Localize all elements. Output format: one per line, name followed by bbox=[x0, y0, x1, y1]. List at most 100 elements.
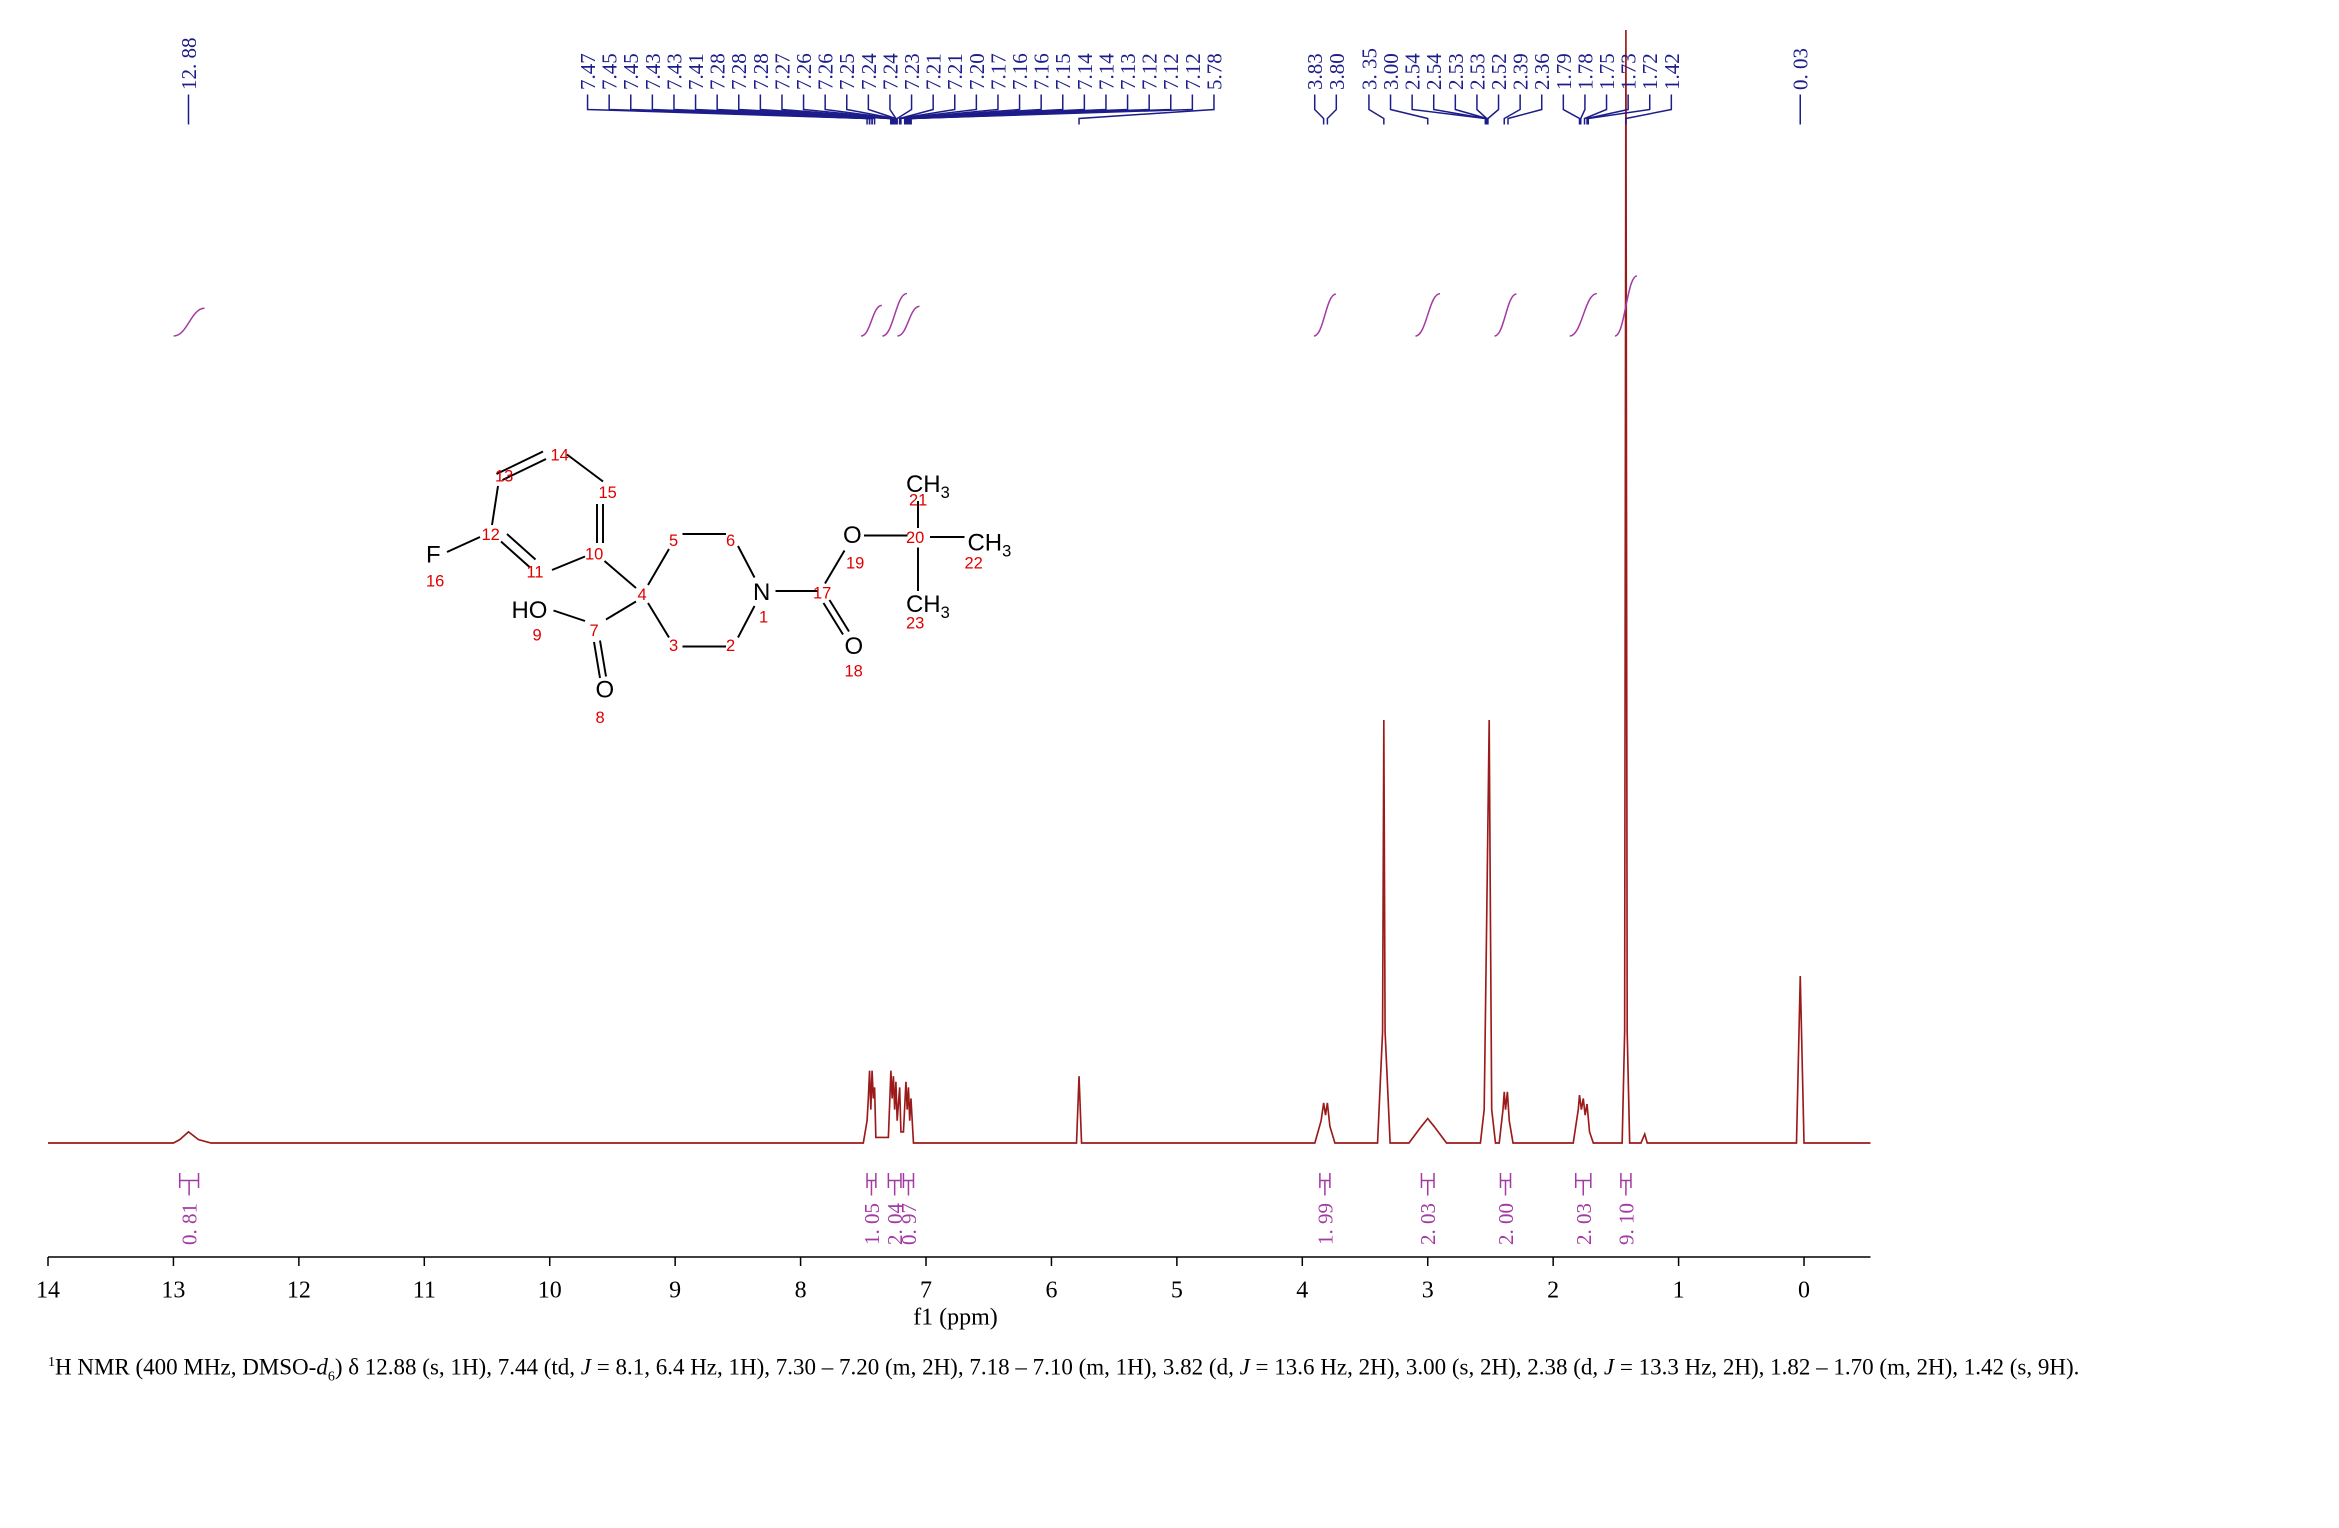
peak-leader bbox=[759, 94, 892, 125]
description-part: J bbox=[1603, 1354, 1615, 1380]
atom-number: 8 bbox=[596, 709, 605, 727]
description-part: J bbox=[580, 1354, 591, 1380]
peak-leader bbox=[1326, 94, 1338, 125]
integral-label: 2. 03 bbox=[1416, 1203, 1440, 1245]
peak-leader bbox=[1368, 94, 1385, 125]
atom: O bbox=[596, 676, 615, 703]
peak-label: 7.13 bbox=[1116, 53, 1140, 90]
atom-number: 17 bbox=[813, 584, 831, 602]
atom-number: 5 bbox=[669, 532, 678, 550]
peak-label: 7.45 bbox=[598, 53, 622, 90]
peak-leader bbox=[1507, 94, 1543, 125]
integral-bracket bbox=[866, 1172, 877, 1196]
peak-label: 7.26 bbox=[814, 53, 838, 90]
x-tick-label: 8 bbox=[795, 1277, 807, 1303]
peak-label: 7.45 bbox=[619, 53, 643, 90]
peak-label: 7.14 bbox=[1073, 53, 1097, 90]
peak-label: 7.28 bbox=[706, 53, 730, 90]
spectrum-line bbox=[48, 29, 1871, 1144]
peak-label: 7.24 bbox=[878, 53, 902, 90]
atom: O bbox=[845, 633, 864, 660]
x-axis-label: f1 (ppm) bbox=[913, 1304, 998, 1330]
peak-label: 7.26 bbox=[792, 53, 816, 90]
atom: CH3 bbox=[968, 529, 1012, 560]
x-tick-label: 11 bbox=[413, 1277, 436, 1303]
x-tick-label: 7 bbox=[920, 1277, 932, 1303]
integral-bracket bbox=[1574, 1172, 1592, 1196]
integral-curve bbox=[1569, 292, 1598, 337]
integral-label: 1. 05 bbox=[860, 1203, 884, 1245]
x-tick-label: 13 bbox=[161, 1277, 185, 1303]
peak-leader bbox=[896, 94, 913, 125]
peak-label: 2.52 bbox=[1487, 53, 1511, 90]
peak-label: 12. 88 bbox=[177, 38, 201, 90]
peak-leader bbox=[1503, 94, 1521, 125]
peak-leader bbox=[905, 94, 1021, 125]
peak-label: 7.28 bbox=[749, 53, 773, 90]
integral-curve bbox=[173, 307, 205, 337]
atom-number: 20 bbox=[906, 529, 924, 547]
peak-label: 7.43 bbox=[662, 53, 686, 90]
peak-label: 2.54 bbox=[1422, 53, 1446, 90]
atom-number: 10 bbox=[585, 545, 603, 563]
atom: CH3 bbox=[906, 591, 950, 622]
atom-number: 22 bbox=[965, 554, 983, 572]
atom: CH bbox=[906, 471, 941, 498]
peak-leader bbox=[781, 94, 893, 125]
peak-leader bbox=[1625, 94, 1673, 125]
peak-label: 1.78 bbox=[1573, 53, 1597, 90]
atom-number: 23 bbox=[906, 614, 924, 632]
atom: F bbox=[426, 541, 441, 568]
peak-leader bbox=[694, 94, 876, 125]
peak-label: 0. 03 bbox=[1789, 48, 1813, 90]
integral-curve bbox=[897, 305, 920, 337]
integral-bracket bbox=[902, 1172, 915, 1196]
atom: CH3 bbox=[906, 471, 950, 502]
peak-label: 3.80 bbox=[1325, 53, 1349, 90]
integral-label: 2. 00 bbox=[1494, 1203, 1518, 1245]
integral-bracket bbox=[1319, 1172, 1331, 1196]
atom: CH bbox=[906, 591, 941, 618]
integral-label: 9. 10 bbox=[1614, 1203, 1638, 1245]
x-tick-label: 3 bbox=[1422, 1277, 1434, 1303]
atom: N bbox=[753, 579, 770, 606]
peak-label: 2.36 bbox=[1530, 53, 1554, 90]
peak-leader bbox=[1078, 94, 1215, 125]
peak-label: 2.39 bbox=[1509, 53, 1533, 90]
x-tick-label: 10 bbox=[538, 1277, 562, 1303]
peak-label: 7.16 bbox=[1008, 53, 1032, 90]
description-part: = 13.3 Hz, 2H), 1.82 – 1.70 (m, 2H), 1.4… bbox=[1614, 1354, 2080, 1380]
integral-label: 0. 97 bbox=[897, 1203, 921, 1245]
peak-label: 3.83 bbox=[1303, 53, 1327, 90]
integral-label: 1. 99 bbox=[1313, 1203, 1337, 1245]
peak-leader bbox=[1562, 94, 1581, 125]
integral-curve bbox=[1494, 293, 1517, 337]
x-tick-label: 2 bbox=[1547, 1277, 1559, 1303]
description-part: J bbox=[1239, 1354, 1250, 1380]
peak-leader bbox=[1587, 94, 1651, 125]
peak-label: 7.43 bbox=[641, 53, 665, 90]
x-tick-label: 12 bbox=[287, 1277, 311, 1303]
peak-label: 7.41 bbox=[684, 53, 708, 90]
peak-leader bbox=[1476, 94, 1488, 125]
atom-number: 3 bbox=[669, 637, 678, 655]
peak-label: 7.25 bbox=[835, 53, 859, 90]
atom: O bbox=[843, 522, 862, 549]
peak-leader bbox=[1580, 94, 1586, 125]
description-part: 1 bbox=[48, 1355, 55, 1370]
peak-label: 7.20 bbox=[965, 53, 989, 90]
atom-number: 4 bbox=[638, 586, 647, 604]
peak-leader bbox=[846, 94, 896, 125]
x-tick-label: 1 bbox=[1673, 1277, 1685, 1303]
description-part: = 13.6 Hz, 2H), 3.00 (s, 2H), 2.38 (d, bbox=[1249, 1354, 1604, 1380]
atom-number: 18 bbox=[845, 662, 863, 680]
x-tick-label: 5 bbox=[1171, 1277, 1183, 1303]
peak-label: 7.21 bbox=[943, 53, 967, 90]
peak-leader bbox=[1454, 94, 1488, 125]
peak-leader bbox=[910, 94, 1194, 125]
integral-label: 2. 03 bbox=[1572, 1203, 1596, 1245]
peak-leader bbox=[903, 94, 999, 125]
peak-leader bbox=[1389, 94, 1429, 125]
x-tick-label: 9 bbox=[669, 1277, 681, 1303]
